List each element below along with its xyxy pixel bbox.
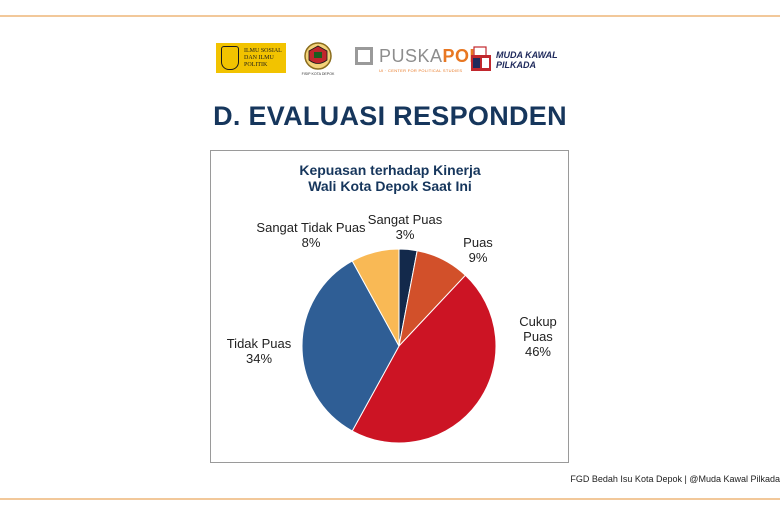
pie-label-name: Puas bbox=[523, 329, 553, 344]
puskapol-prefix: PUSKA bbox=[379, 46, 443, 66]
pie-label-value: 9% bbox=[468, 250, 488, 265]
pie-label-cukup-puas: Cukup Puas 46% bbox=[519, 314, 557, 359]
page-title: D. EVALUASI RESPONDEN bbox=[213, 101, 567, 131]
pie-label-puas: Puas 9% bbox=[463, 235, 493, 265]
pie-label-tidak-puas: Tidak Puas 34% bbox=[227, 336, 292, 366]
mkp-line-1: MUDA KAWAL bbox=[496, 50, 558, 60]
bottom-rule bbox=[0, 498, 780, 500]
chart-title-line-1: Kepuasan terhadap Kinerja bbox=[299, 162, 481, 178]
pie-label-name: Tidak Puas bbox=[226, 336, 292, 351]
pie-slice-cukup-puas bbox=[351, 274, 497, 444]
logo-bar: ILMU SOSIAL DAN ILMU POLITIK FISIP KOTA … bbox=[0, 42, 780, 77]
pie-label-value: 46% bbox=[524, 344, 552, 359]
chart-title-line-2: Wali Kota Depok Saat Ini bbox=[308, 178, 472, 194]
depok-emblem-icon: FISIP KOTA DEPOK bbox=[302, 42, 335, 76]
pie-label-sangat-puas: Sangat Puas 3% bbox=[368, 212, 442, 242]
pie-label-value: 34% bbox=[245, 351, 273, 366]
pie-label-value: 8% bbox=[301, 235, 321, 250]
puskapol-subtitle: UI · CENTER FOR POLITICAL STUDIES bbox=[379, 68, 463, 73]
muda-kawal-pilkada-logo: MUDA KAWAL PILKADA bbox=[470, 45, 570, 75]
depok-emblem-caption: FISIP KOTA DEPOK bbox=[302, 72, 335, 76]
university-seal-icon bbox=[221, 46, 239, 70]
puskapol-mark-icon bbox=[355, 47, 373, 65]
pie-label-name: Sangat Puas bbox=[367, 212, 443, 227]
ballot-box-icon bbox=[471, 46, 491, 71]
footer-caption: FGD Bedah Isu Kota Depok | @Muda Kawal P… bbox=[570, 474, 780, 484]
pie-label-name: Puas bbox=[463, 235, 493, 250]
pie-label-name: Sangat Tidak Puas bbox=[256, 220, 366, 235]
pie-label-value: 3% bbox=[395, 227, 415, 242]
fisip-logo: ILMU SOSIAL DAN ILMU POLITIK bbox=[216, 43, 286, 73]
mkp-line-2: PILKADA bbox=[496, 60, 536, 70]
pie-slice-tidak-puas bbox=[301, 260, 400, 432]
pie-slice-sangat-tidak-puas bbox=[351, 248, 400, 347]
mkp-logo-text: MUDA KAWAL PILKADA bbox=[496, 50, 558, 70]
pie-label-sangat-tidak-puas: Sangat Tidak Puas 8% bbox=[256, 220, 365, 250]
fisip-logo-text: ILMU SOSIAL DAN ILMU POLITIK bbox=[244, 47, 282, 68]
chart-title: Kepuasan terhadap Kinerja Wali Kota Depo… bbox=[0, 162, 780, 194]
pie-label-name: Cukup bbox=[519, 314, 557, 329]
top-rule bbox=[0, 15, 780, 17]
